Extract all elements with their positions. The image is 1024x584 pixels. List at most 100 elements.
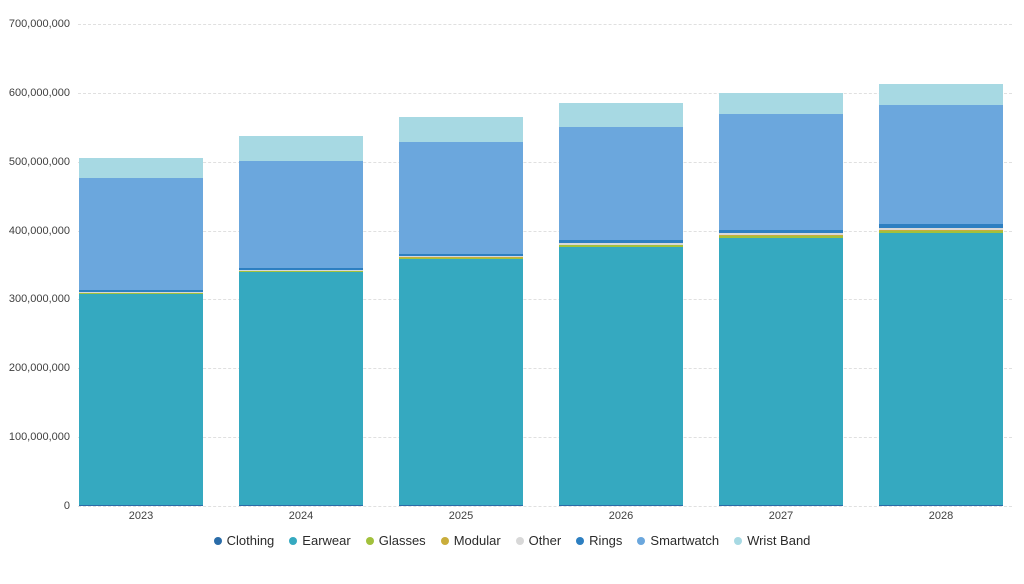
legend-label-rings: Rings [589,533,623,548]
legend-label-clothing: Clothing [226,533,275,548]
bar-segment-rings-2028[interactable] [879,224,1003,228]
bar-segment-rings-2027[interactable] [719,230,843,234]
legend-label-glasses: Glasses [378,533,426,548]
x-tick-label-2026: 2026 [608,510,634,522]
x-tick-label-2027: 2027 [768,510,794,522]
bar-segment-clothing-2023[interactable] [79,504,203,506]
bar-segment-other-2023[interactable] [79,291,203,293]
bar-segment-smartwatch-2025[interactable] [399,142,523,254]
bar-segment-earwear-2028[interactable] [879,232,1003,505]
legend-label-modular: Modular [453,533,501,548]
bar-segment-wrist-band-2028[interactable] [879,84,1003,105]
bar-segment-glasses-2025[interactable] [399,257,523,260]
bar-segment-wrist-band-2026[interactable] [559,103,683,128]
bar-segment-smartwatch-2023[interactable] [79,178,203,291]
bar-segment-wrist-band-2023[interactable] [79,157,203,179]
bar-segment-modular-2028[interactable] [879,230,1003,231]
bar-segment-glasses-2028[interactable] [879,230,1003,233]
bar-segment-clothing-2027[interactable] [719,504,843,506]
bar-segment-smartwatch-2026[interactable] [559,127,683,241]
bar-segment-rings-2024[interactable] [239,268,363,270]
bar-segment-glasses-2023[interactable] [79,292,203,294]
legend-dot-wrist-band-icon [734,536,743,545]
bar-2027 [719,92,843,506]
bar-segment-other-2026[interactable] [559,242,683,245]
legend-item-other[interactable]: Other [515,533,562,548]
legend-dot-rings-icon [576,536,585,545]
x-tick-label-2024: 2024 [288,510,314,522]
bar-segment-glasses-2026[interactable] [559,245,683,247]
y-tick-label: 0 [63,500,70,512]
bar-segment-modular-2026[interactable] [559,244,683,246]
gridline-600,000,000 [78,92,1012,94]
bar-segment-smartwatch-2027[interactable] [719,113,843,231]
y-tick-label: 700,000,000 [8,18,70,30]
bar-segment-clothing-2025[interactable] [399,504,523,506]
legend-label-other: Other [528,533,562,548]
bar-segment-other-2027[interactable] [719,233,843,236]
legend-item-rings[interactable]: Rings [576,533,622,548]
bar-2024 [239,135,363,506]
bar-segment-other-2025[interactable] [399,255,523,258]
bar-segment-modular-2025[interactable] [399,257,523,258]
bar-segment-earwear-2025[interactable] [399,259,523,505]
legend-dot-glasses-icon [365,536,374,545]
x-tick-label-2025: 2025 [448,510,474,522]
bar-2026 [559,103,683,506]
legend-dot-other-icon [515,536,524,545]
legend-dot-smartwatch-icon [637,536,646,545]
bar-2025 [399,117,523,506]
gridline-100,000,000 [78,437,1012,439]
x-tick-label-2023: 2023 [128,510,154,522]
legend-label-wrist-band: Wrist Band [747,533,811,548]
gridline-200,000,000 [78,368,1012,370]
x-tick-label-2028: 2028 [928,510,954,522]
bar-segment-smartwatch-2024[interactable] [239,160,363,269]
chart-legend: Clothing Earwear Glasses Modular Other Rings S… [0,533,1024,548]
bar-segment-rings-2023[interactable] [79,290,203,292]
bar-segment-other-2028[interactable] [879,227,1003,231]
bar-segment-earwear-2027[interactable] [719,237,843,505]
gridline-500,000,000 [78,161,1012,163]
legend-item-modular[interactable]: Modular [440,533,501,548]
legend-label-earwear: Earwear [302,533,351,548]
y-tick-label: 200,000,000 [8,362,70,375]
bar-segment-wrist-band-2024[interactable] [239,135,363,161]
bar-2023 [79,157,203,506]
gridline-400,000,000 [78,230,1012,232]
legend-dot-modular-icon [440,536,449,545]
bar-segment-clothing-2026[interactable] [559,504,683,506]
gridline-300,000,000 [78,299,1012,301]
legend-item-glasses[interactable]: Glasses [365,533,426,548]
bar-segment-glasses-2024[interactable] [239,271,363,273]
bar-segment-rings-2026[interactable] [559,240,683,243]
y-tick-label: 100,000,000 [8,431,70,444]
legend-item-earwear[interactable]: Earwear [289,533,351,548]
gridline-700,000,000 [78,24,1012,25]
legend-item-clothing[interactable]: Clothing [213,533,275,548]
bar-segment-clothing-2024[interactable] [239,504,363,506]
y-tick-label: 300,000,000 [8,293,70,306]
y-tick-label: 500,000,000 [8,155,70,168]
bar-2028 [879,84,1003,506]
bar-segment-earwear-2026[interactable] [559,246,683,505]
bar-segment-glasses-2027[interactable] [719,236,843,238]
legend-item-smartwatch[interactable]: Smartwatch [637,533,719,548]
y-tick-label: 600,000,000 [8,86,70,99]
legend-item-wrist-band[interactable]: Wrist Band [734,533,810,548]
gridline-0 [78,506,1012,507]
bar-segment-other-2024[interactable] [239,269,363,271]
bar-segment-wrist-band-2025[interactable] [399,117,523,143]
bar-segment-clothing-2028[interactable] [879,504,1003,506]
bar-segment-smartwatch-2028[interactable] [879,104,1003,225]
legend-label-smartwatch: Smartwatch [650,533,720,548]
bar-segment-earwear-2024[interactable] [239,272,363,505]
bar-segment-earwear-2023[interactable] [79,293,203,505]
legend-dot-earwear-icon [289,536,298,545]
bar-segment-rings-2025[interactable] [399,253,523,256]
bar-segment-modular-2027[interactable] [719,235,843,237]
legend-dot-clothing-icon [213,536,222,545]
bar-segment-wrist-band-2027[interactable] [719,92,843,114]
y-tick-label: 400,000,000 [8,224,70,237]
